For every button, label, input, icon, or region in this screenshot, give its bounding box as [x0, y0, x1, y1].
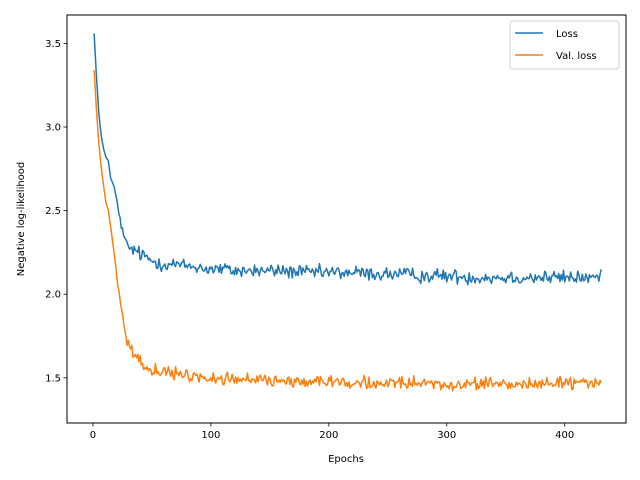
- series-line-val-loss: [93, 70, 602, 392]
- x-tick-label: 0: [90, 430, 96, 441]
- x-tick-label: 300: [437, 430, 456, 441]
- legend-label-loss: Loss: [556, 29, 578, 40]
- series-layer: [93, 33, 602, 392]
- x-tick-label: 100: [201, 430, 220, 441]
- legend-label-val-loss: Val. loss: [556, 51, 597, 62]
- x-tick-label: 400: [555, 430, 574, 441]
- y-tick-label: 3.0: [45, 123, 61, 134]
- y-axis-label: Negative log-likelihood: [16, 162, 27, 277]
- y-tick-label: 3.5: [45, 39, 61, 50]
- plot-area: [67, 15, 626, 423]
- x-tick-label: 200: [319, 430, 338, 441]
- y-tick-label: 2.0: [45, 290, 61, 301]
- x-axis-label: Epochs: [328, 454, 364, 465]
- axis-layer: 0 100 200 300 400 1.5 2.0 2.5 3.0 3.5: [45, 39, 574, 441]
- legend: Loss Val. loss: [509, 20, 620, 70]
- y-tick-label: 2.5: [45, 206, 61, 217]
- plot-frame: [66, 14, 627, 424]
- series-line-loss: [93, 33, 602, 286]
- y-tick-label: 1.5: [45, 373, 61, 384]
